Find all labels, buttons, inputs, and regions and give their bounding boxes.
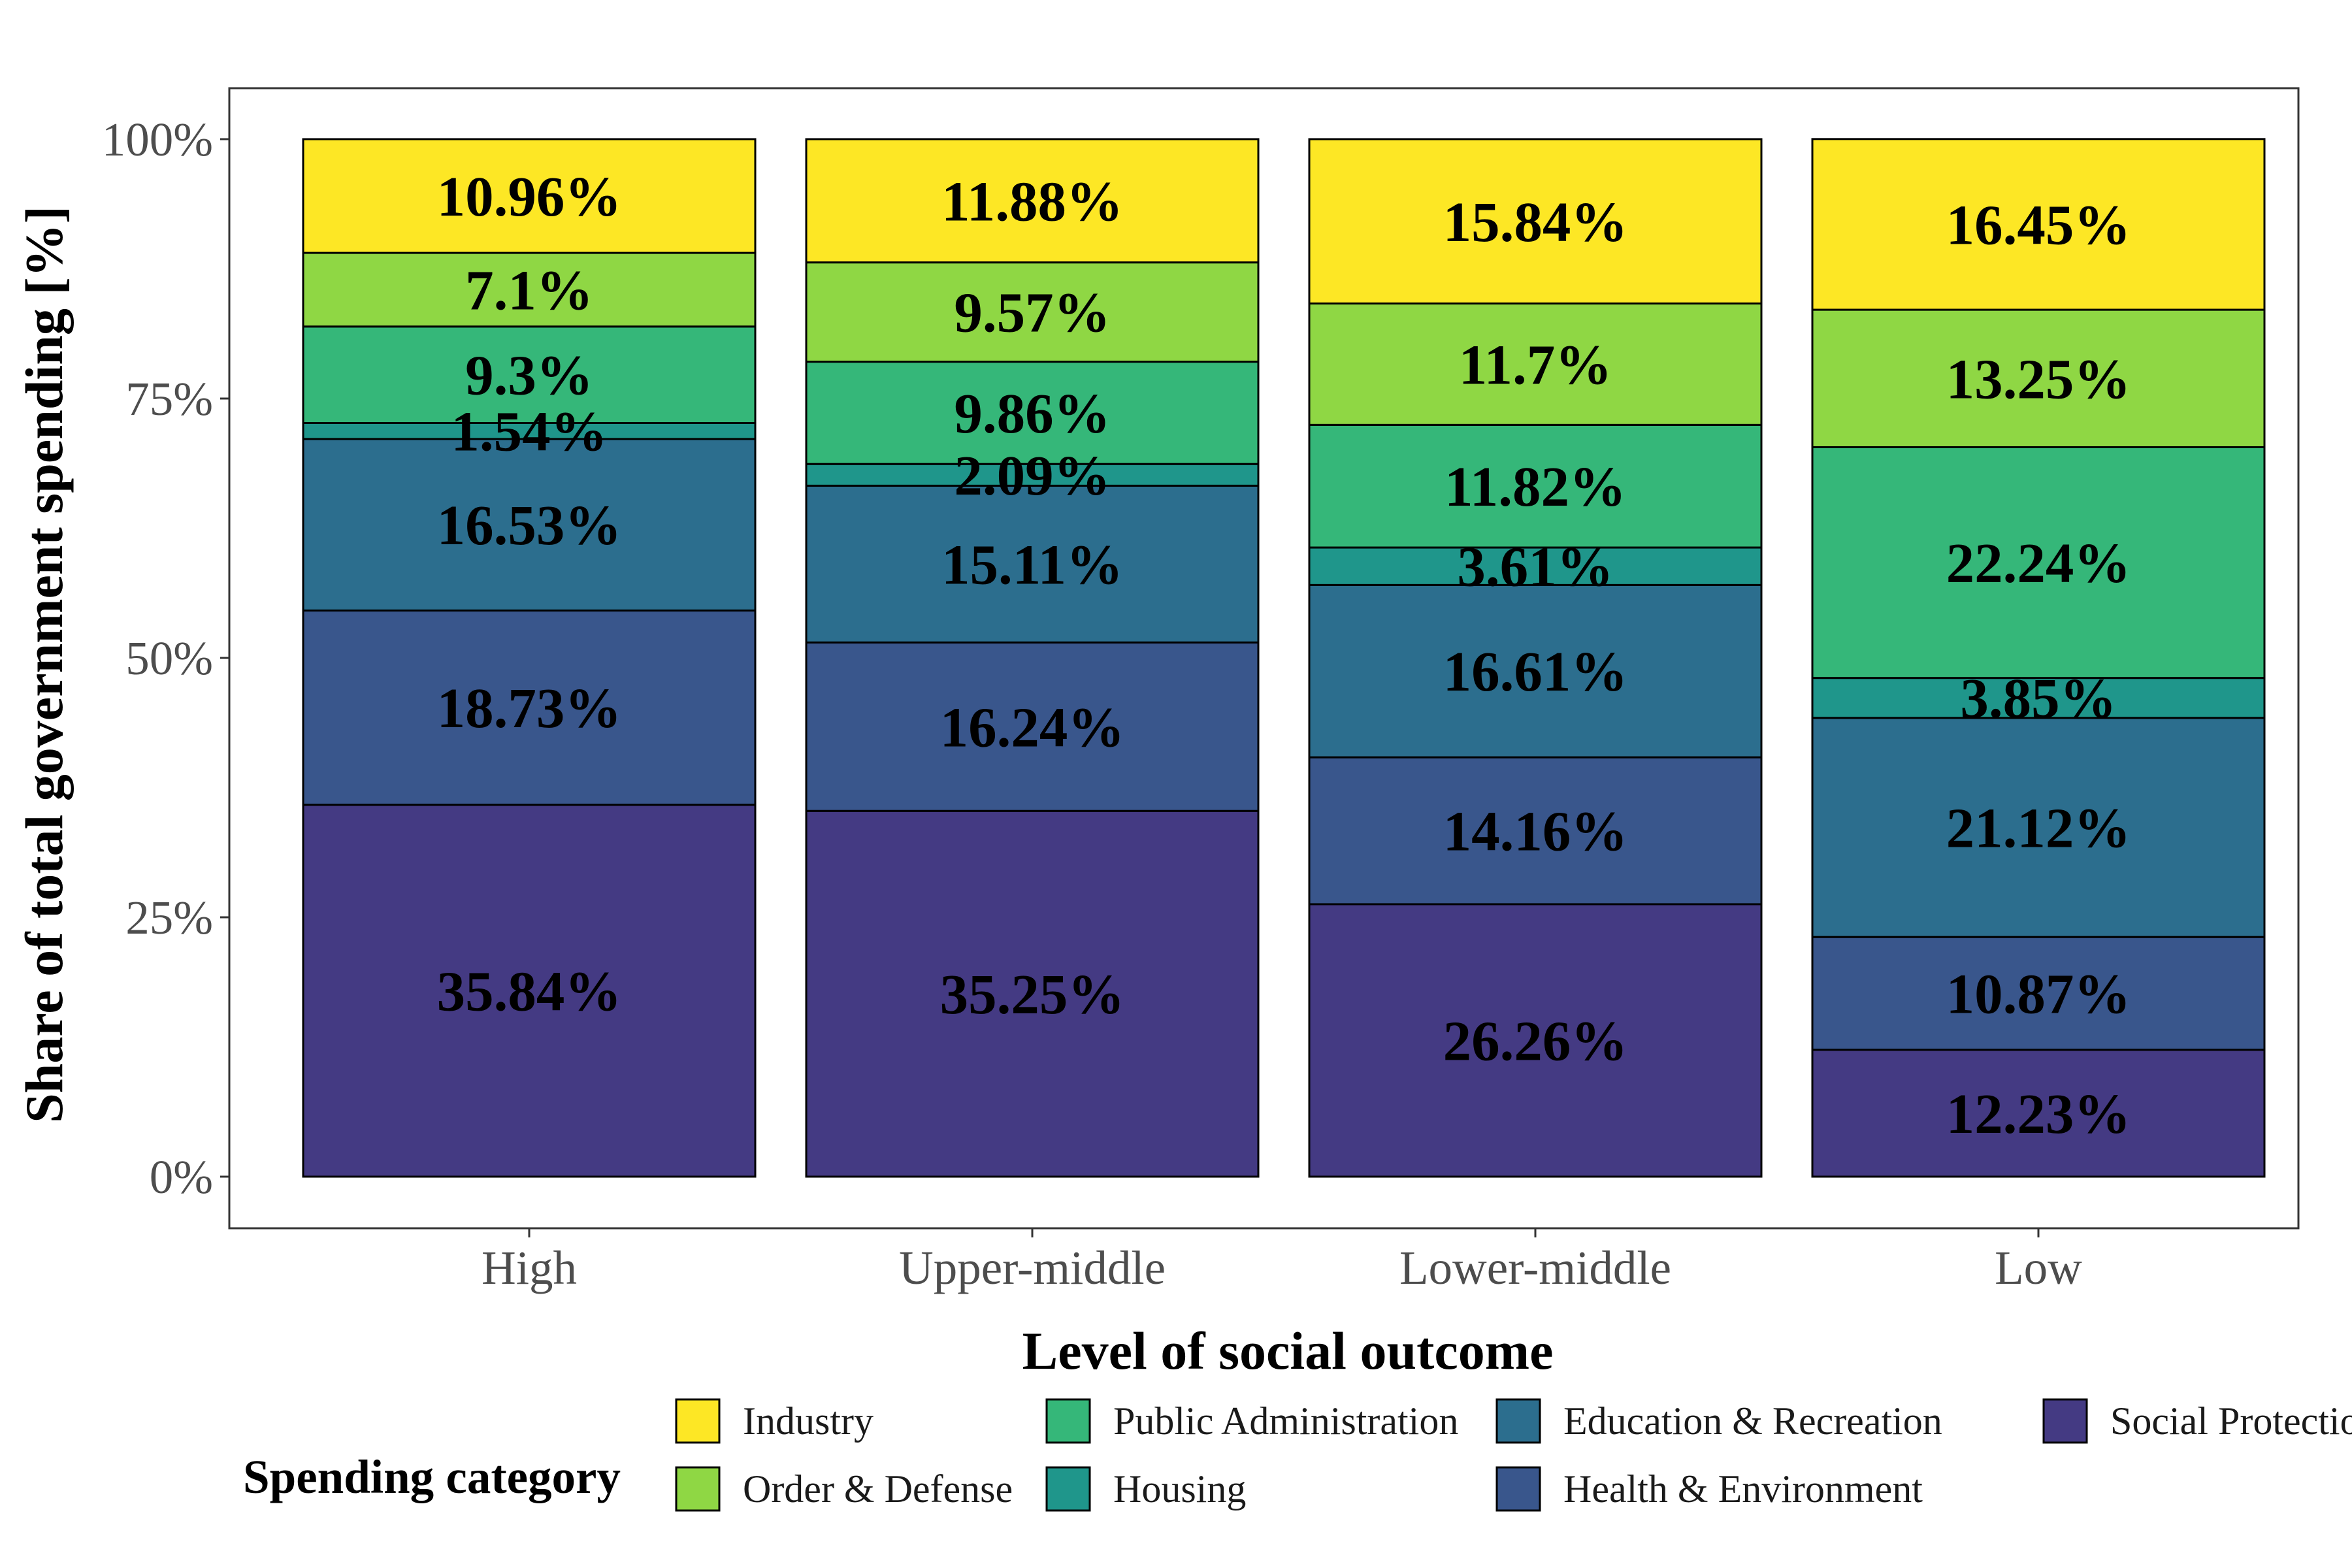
bar-segment-lower-middle-industry	[1308, 138, 1763, 305]
bar-segment-high-social-protection	[302, 804, 757, 1178]
y-axis-title: Share of total government spending [%]	[14, 206, 74, 1123]
data-label-high-public-administration: 9.3%	[465, 344, 593, 407]
legend-key-order-and-defense	[675, 1466, 721, 1512]
data-label-high-education-and-recreation: 16.53%	[437, 493, 622, 557]
bar-segment-lower-middle-housing	[1308, 546, 1763, 586]
y-tick-label: 100%	[102, 113, 213, 166]
legend-title: Spending category	[243, 1450, 621, 1503]
data-labels: 35.84% 18.73% 16.53% 1.54%9.3% 7.1% 10.96% 35.…	[437, 165, 2131, 1145]
bar-segment-high-industry	[302, 138, 757, 254]
data-label-lower-middle-housing: 3.61%	[1457, 535, 1613, 598]
bar-segment-lower-middle-health-and-environment	[1308, 756, 1763, 906]
data-label-lower-middle-industry: 15.84%	[1443, 190, 1628, 253]
bar-segment-lower-middle-order-and-defense	[1308, 302, 1763, 426]
data-label-upper-middle-public-administration: 9.86%	[954, 382, 1110, 445]
data-label-high-housing: 1.54%	[451, 400, 607, 463]
data-label-low-industry: 16.45%	[1946, 193, 2131, 256]
x-tick-label-low: Low	[1995, 1241, 2082, 1294]
data-label-low-education-and-recreation: 21.12%	[1946, 796, 2131, 859]
data-label-upper-middle-social-protection: 35.25%	[940, 962, 1125, 1026]
data-label-high-order-and-defense: 7.1%	[465, 258, 593, 321]
bar-segment-upper-middle-industry	[805, 138, 1260, 264]
legend-label-public-administration: Public Administration	[1113, 1399, 1458, 1443]
bar-segment-low-public-administration	[1811, 446, 2266, 679]
legend-label-industry: Industry	[743, 1399, 874, 1443]
data-label-lower-middle-order-and-defense: 11.7%	[1459, 333, 1612, 396]
legend-key-public-administration	[1045, 1398, 1091, 1444]
bar-segment-low-education-and-recreation	[1811, 717, 2266, 938]
data-label-high-social-protection: 35.84%	[437, 959, 622, 1022]
bar-segment-high-order-and-defense	[302, 252, 757, 328]
data-label-low-public-administration: 22.24%	[1946, 531, 2131, 595]
data-label-upper-middle-industry: 11.88%	[941, 169, 1123, 233]
legend-label-social-protection: Social Protection	[2110, 1399, 2352, 1443]
data-label-low-social-protection: 12.23%	[1946, 1082, 2131, 1145]
data-label-low-health-and-environment: 10.87%	[1946, 962, 2131, 1025]
x-axis: High Upper-middle Lower-middle Low	[482, 1228, 2082, 1294]
bar-segment-low-social-protection	[1811, 1049, 2266, 1178]
legend-key-social-protection	[2042, 1398, 2088, 1444]
data-label-high-industry: 10.96%	[437, 165, 622, 228]
data-label-lower-middle-public-administration: 11.82%	[1445, 455, 1626, 518]
legend-label-education-and-recreation: Education & Recreation	[1563, 1399, 1942, 1443]
data-label-upper-middle-education-and-recreation: 15.11%	[941, 532, 1123, 596]
x-tick-label-lower-middle: Lower-middle	[1399, 1241, 1671, 1294]
data-label-lower-middle-health-and-environment: 14.16%	[1443, 800, 1628, 863]
bar-segment-lower-middle-public-administration	[1308, 423, 1763, 549]
data-label-upper-middle-housing: 2.09%	[954, 444, 1110, 507]
bar-segment-low-health-and-environment	[1811, 936, 2266, 1051]
bar-segment-upper-middle-education-and-recreation	[805, 484, 1260, 644]
y-tick-label: 75%	[125, 372, 213, 425]
y-axis: 0% 25% 50% 75% 100%	[102, 113, 229, 1203]
data-label-lower-middle-social-protection: 26.26%	[1443, 1009, 1628, 1072]
x-axis-title: Level of social outcome	[1022, 1321, 1554, 1380]
bars	[302, 138, 2266, 1178]
bar-segment-lower-middle-education-and-recreation	[1308, 583, 1763, 759]
legend-key-education-and-recreation	[1495, 1398, 1541, 1444]
x-tick-label-upper-middle: Upper-middle	[899, 1241, 1166, 1294]
bar-segment-low-order-and-defense	[1811, 308, 2266, 448]
bar-segment-low-industry	[1811, 138, 2266, 311]
legend-key-industry	[675, 1398, 721, 1444]
bar-segment-upper-middle-order-and-defense	[805, 261, 1260, 363]
bar-segment-high-health-and-environment	[302, 609, 757, 806]
bar-segment-lower-middle-social-protection	[1308, 903, 1763, 1178]
bar-segment-upper-middle-social-protection	[805, 809, 1260, 1178]
legend-label-order-and-defense: Order & Defense	[743, 1467, 1013, 1511]
bar-segment-high-education-and-recreation	[302, 438, 757, 612]
y-tick-label: 25%	[125, 891, 213, 944]
legend-key-health-and-environment	[1495, 1466, 1541, 1512]
x-tick-label-high: High	[482, 1241, 577, 1294]
bar-segment-high-public-administration	[302, 325, 757, 424]
data-label-high-health-and-environment: 18.73%	[437, 676, 622, 740]
data-label-low-housing: 3.85%	[1960, 666, 2116, 730]
legend: Spending category Industry Order & Defens…	[243, 1398, 2352, 1512]
data-label-lower-middle-education-and-recreation: 16.61%	[1443, 640, 1628, 703]
y-tick-label: 0%	[150, 1151, 213, 1203]
legend-label-housing: Housing	[1113, 1467, 1246, 1511]
legend-key-housing	[1045, 1466, 1091, 1512]
data-label-upper-middle-order-and-defense: 9.57%	[954, 281, 1110, 344]
data-label-low-order-and-defense: 13.25%	[1946, 347, 2131, 410]
bar-segment-upper-middle-health-and-environment	[805, 641, 1260, 812]
legend-label-health-and-environment: Health & Environment	[1563, 1467, 1923, 1511]
y-tick-label: 50%	[125, 632, 213, 685]
bar-segment-low-housing	[1811, 677, 2266, 719]
data-label-upper-middle-health-and-environment: 16.24%	[940, 695, 1125, 759]
